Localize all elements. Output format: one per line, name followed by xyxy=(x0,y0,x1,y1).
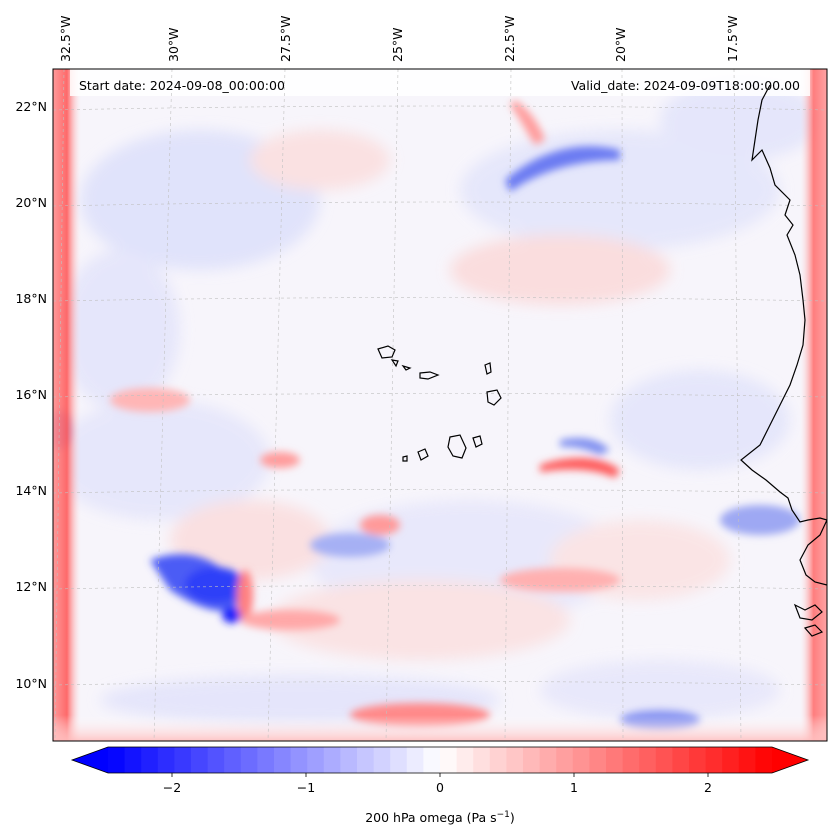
colorbar-tick-label: −2 xyxy=(163,780,181,795)
colorbar-label: 200 hPa omega (Pa s−1) xyxy=(365,810,515,825)
colorbar-cell xyxy=(689,747,707,773)
lon-label: 17.5°W xyxy=(725,16,740,62)
lon-label: 25°W xyxy=(390,27,405,62)
colorbar-cell xyxy=(738,747,756,773)
colorbar-cell xyxy=(257,747,275,773)
colorbar-cell xyxy=(124,747,142,773)
omega-field xyxy=(53,69,827,741)
latitude-labels: 22°N 20°N 18°N 16°N 14°N 12°N 10°N xyxy=(15,99,47,691)
lat-label: 20°N xyxy=(15,195,47,210)
colorbar: −2 −1 0 1 2 200 hPa omega (Pa s−1) xyxy=(70,746,810,825)
coastline xyxy=(377,84,827,637)
colorbar-cell xyxy=(224,747,242,773)
colorbar-cell xyxy=(157,747,175,773)
colorbar-tick-label: 2 xyxy=(704,780,712,795)
map-frame xyxy=(52,68,828,742)
colorbar-cell xyxy=(191,747,209,773)
lat-label: 22°N xyxy=(15,99,47,114)
colorbar-cell xyxy=(323,747,341,773)
lon-label: 30°W xyxy=(166,27,181,62)
lon-label: 22.5°W xyxy=(502,16,517,62)
colorbar-cell xyxy=(307,747,325,773)
colorbar-cell xyxy=(174,747,192,773)
lon-label: 27.5°W xyxy=(278,16,293,62)
colorbar-cell xyxy=(108,747,126,773)
lat-label: 18°N xyxy=(15,291,47,306)
colorbar-cells xyxy=(72,747,808,773)
colorbar-cell xyxy=(622,747,640,773)
colorbar-tick-label: 0 xyxy=(436,780,444,795)
colorbar-cell xyxy=(506,747,524,773)
colorbar-cell xyxy=(755,747,773,773)
colorbar-cell xyxy=(274,747,292,773)
colorbar-cell xyxy=(672,747,690,773)
colorbar-cell xyxy=(523,747,541,773)
colorbar-cell xyxy=(406,747,424,773)
colorbar-cell xyxy=(373,747,391,773)
colorbar-cell xyxy=(423,747,441,773)
colorbar-cell xyxy=(705,747,723,773)
lon-label: 20°W xyxy=(613,27,628,62)
valid-date-label: Valid_date: 2024-09-09T18:00:00.00 xyxy=(571,78,800,93)
lat-label: 16°N xyxy=(15,387,47,402)
colorbar-extend-max xyxy=(772,747,808,773)
colorbar-cell xyxy=(456,747,474,773)
colorbar-cell xyxy=(489,747,507,773)
colorbar-cell xyxy=(240,747,258,773)
colorbar-cell xyxy=(722,747,740,773)
lat-label: 14°N xyxy=(15,483,47,498)
colorbar-cell xyxy=(390,747,408,773)
start-date-label: Start date: 2024-09-08_00:00:00 xyxy=(79,78,285,93)
lat-label: 10°N xyxy=(15,676,47,691)
longitude-labels: 32.5°W 30°W 27.5°W 25°W 22.5°W 20°W 17.5… xyxy=(58,16,740,62)
graticule xyxy=(53,69,827,741)
colorbar-cell xyxy=(639,747,657,773)
colorbar-cell xyxy=(572,747,590,773)
colorbar-ticks: −2 −1 0 1 2 xyxy=(163,773,712,795)
colorbar-outline xyxy=(70,746,810,774)
colorbar-cell xyxy=(141,747,159,773)
colorbar-cell xyxy=(556,747,574,773)
colorbar-cell xyxy=(440,747,458,773)
colorbar-extend-min xyxy=(72,747,108,773)
colorbar-cell xyxy=(655,747,673,773)
colorbar-cell xyxy=(290,747,308,773)
lon-label: 32.5°W xyxy=(58,16,73,62)
colorbar-cell xyxy=(606,747,624,773)
colorbar-cell xyxy=(473,747,491,773)
colorbar-tick-label: 1 xyxy=(570,780,578,795)
colorbar-cell xyxy=(589,747,607,773)
lat-label: 12°N xyxy=(15,579,47,594)
colorbar-cell xyxy=(340,747,358,773)
colorbar-cell xyxy=(207,747,225,773)
colorbar-tick-label: −1 xyxy=(297,780,315,795)
colorbar-cell xyxy=(539,747,557,773)
colorbar-cell xyxy=(357,747,375,773)
